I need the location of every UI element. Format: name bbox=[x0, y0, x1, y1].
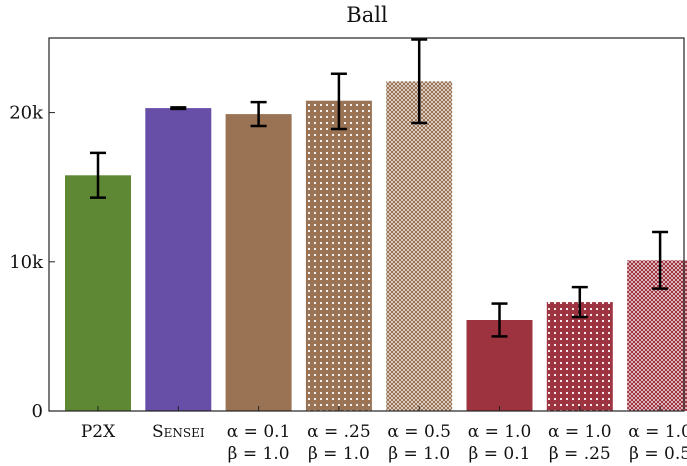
error-bar-1 bbox=[170, 106, 187, 111]
plot-frame bbox=[48, 37, 685, 412]
bar-4 bbox=[386, 81, 453, 412]
x-tick-sublabel-4: β = 1.0 bbox=[388, 444, 450, 464]
bar-2 bbox=[225, 114, 292, 411]
y-tick-label-1: 10k bbox=[9, 252, 44, 273]
bars-layer bbox=[65, 81, 687, 412]
bar-7 bbox=[627, 260, 687, 411]
bar-1 bbox=[145, 108, 212, 411]
error-bar-4 bbox=[411, 38, 428, 125]
x-tick-sublabel-7: β = 0.5 bbox=[629, 444, 687, 464]
bar-0 bbox=[65, 175, 131, 411]
y-tick-label-2: 20k bbox=[9, 103, 44, 124]
error-bar-7 bbox=[652, 230, 669, 290]
x-tick-sublabel-2: β = 1.0 bbox=[228, 444, 290, 464]
error-bar-2 bbox=[250, 100, 267, 128]
error-bar-3 bbox=[330, 72, 347, 131]
x-tick-label-5: α = 1.0 bbox=[468, 422, 532, 442]
x-tick-label-7: α = 1.0 bbox=[628, 422, 687, 442]
x-tick-sublabel-5: β = 0.1 bbox=[469, 444, 531, 464]
x-tick-label-6: α = 1.0 bbox=[548, 422, 612, 442]
y-tick-label-0: 0 bbox=[32, 401, 43, 422]
chart-title: Ball bbox=[346, 3, 388, 27]
x-tick-label-1: Sensei bbox=[152, 422, 205, 442]
bar-3 bbox=[305, 100, 372, 411]
x-tick-label-0: P2X bbox=[81, 422, 116, 442]
x-axis: P2X Sensei α = 0.1β = 1.0α = .25β = 1.0α =… bbox=[81, 406, 687, 464]
x-tick-label-3: α = .25 bbox=[307, 422, 371, 442]
error-bar-6 bbox=[571, 285, 588, 319]
x-tick-sublabel-6: β = .25 bbox=[549, 444, 611, 464]
bar-6 bbox=[546, 302, 613, 411]
error-bar-0 bbox=[90, 151, 106, 199]
y-axis: 0 10k 20k bbox=[9, 103, 55, 422]
x-tick-label-2: α = 0.1 bbox=[227, 422, 291, 442]
error-bar-5 bbox=[491, 302, 508, 338]
x-tick-label-4: α = 0.5 bbox=[387, 422, 451, 442]
x-tick-sublabel-3: β = 1.0 bbox=[308, 444, 370, 464]
error-bars-layer bbox=[90, 38, 669, 338]
